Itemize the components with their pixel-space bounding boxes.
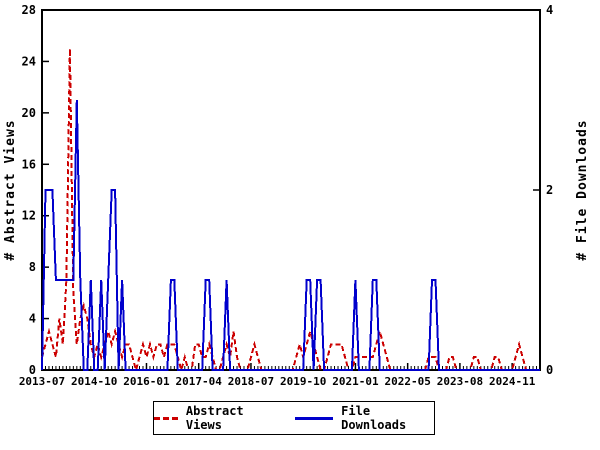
legend-entry-abstract-views: Abstract Views [154,404,279,432]
x-tick-label: 2024-11 [489,375,536,388]
x-tick-label: 2023-08 [437,375,483,388]
file-downloads-line [41,99,540,371]
chart-legend: Abstract Views File Downloads [153,401,435,435]
x-tick-label: 2013-07 [19,375,65,388]
x-tick-label: 2022-05 [384,375,430,388]
legend-entry-file-downloads: File Downloads [294,404,434,432]
y-left-tick-label: 28 [22,3,36,17]
x-tick-label: 2014-10 [71,375,117,388]
y-left-tick-label: 12 [22,209,36,223]
x-tick-label: 2018-07 [228,375,274,388]
x-tick-label: 2017-04 [176,375,223,388]
x-tick-label: 2019-10 [280,375,326,388]
y-right-tick-label: 4 [546,3,553,17]
y-right-tick-label: 0 [546,363,553,377]
y-left-tick-label: 20 [22,106,36,120]
y-right-tick-label: 2 [546,183,553,197]
y-right-axis-title: # File Downloads [575,119,590,260]
x-tick-label: 2021-01 [332,375,379,388]
y-left-tick-label: 0 [29,363,36,377]
y-left-tick-label: 16 [22,157,36,171]
y-left-tick-label: 4 [29,312,36,326]
file-downloads-legend-swatch [294,416,334,420]
x-tick-label: 2016-01 [123,375,170,388]
y-left-tick-label: 8 [29,260,36,274]
y-left-axis-title: # Abstract Views [3,119,18,260]
y-left-tick-label: 24 [22,54,36,68]
file-downloads-legend-label: File Downloads [341,404,407,432]
abstract-views-legend-label: Abstract Views [185,404,244,432]
abstract-views-legend-swatch [154,416,178,420]
